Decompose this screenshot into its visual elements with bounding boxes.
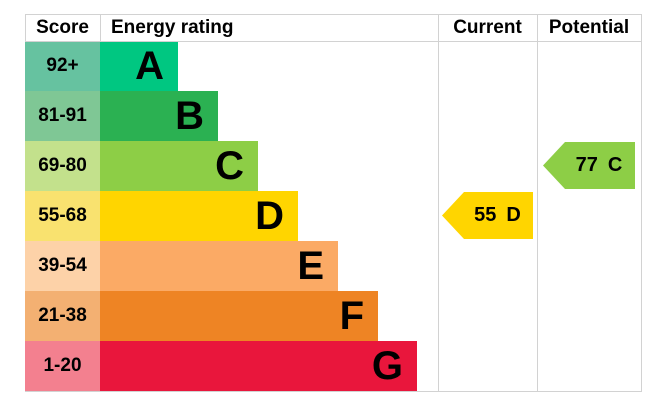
potential-column-divider xyxy=(537,14,538,392)
band-row-b: 81-91 B xyxy=(25,91,218,141)
band-d: D xyxy=(100,191,298,241)
potential-rating-value: 77 xyxy=(575,154,598,176)
band-c: C xyxy=(100,141,258,191)
band-row-g: 1-20 G xyxy=(25,341,417,391)
epc-rating-chart: Score Energy rating Current Potential 92… xyxy=(25,14,642,392)
band-row-f: 21-38 F xyxy=(25,291,378,341)
band-a: A xyxy=(100,41,178,91)
potential-rating-letter: C xyxy=(607,154,623,176)
table-right-border xyxy=(641,14,642,392)
score-range-g: 1-20 xyxy=(25,341,100,391)
band-f: F xyxy=(100,291,378,341)
band-row-d: 55-68 D xyxy=(25,191,298,241)
band-letter-d: D xyxy=(255,194,284,238)
band-row-c: 69-80 C xyxy=(25,141,258,191)
score-range-a: 92+ xyxy=(25,41,100,91)
current-column-divider xyxy=(438,14,439,392)
band-g: G xyxy=(100,341,417,391)
header-left-border xyxy=(25,14,26,41)
current-rating-content: 55 D xyxy=(464,204,533,227)
band-letter-c: C xyxy=(215,144,244,188)
band-row-a: 92+ A xyxy=(25,41,178,91)
current-rating-letter: D xyxy=(506,204,521,226)
band-e: E xyxy=(100,241,338,291)
header-score: Score xyxy=(36,17,89,38)
band-letter-g: G xyxy=(371,344,403,388)
header-potential: Potential xyxy=(548,17,630,38)
band-letter-b: B xyxy=(175,94,204,138)
band-letter-a: A xyxy=(135,44,164,88)
band-row-e: 39-54 E xyxy=(25,241,338,291)
band-b: B xyxy=(100,91,218,141)
score-column-divider xyxy=(100,14,101,41)
potential-rating-arrow: 77 C xyxy=(543,142,635,189)
score-range-c: 69-80 xyxy=(25,141,100,191)
score-range-f: 21-38 xyxy=(25,291,100,341)
current-rating-value: 55 xyxy=(474,204,497,226)
band-letter-e: E xyxy=(297,244,324,288)
band-letter-f: F xyxy=(339,294,364,338)
table-top-border xyxy=(25,14,642,15)
table-bottom-border xyxy=(25,391,642,392)
score-range-b: 81-91 xyxy=(25,91,100,141)
header-underline xyxy=(25,41,642,42)
header-energy-rating: Energy rating xyxy=(111,17,234,38)
header-current: Current xyxy=(453,17,522,38)
current-rating-arrow: 55 D xyxy=(442,192,533,239)
score-range-e: 39-54 xyxy=(25,241,100,291)
potential-rating-content: 77 C xyxy=(565,154,635,177)
score-range-d: 55-68 xyxy=(25,191,100,241)
